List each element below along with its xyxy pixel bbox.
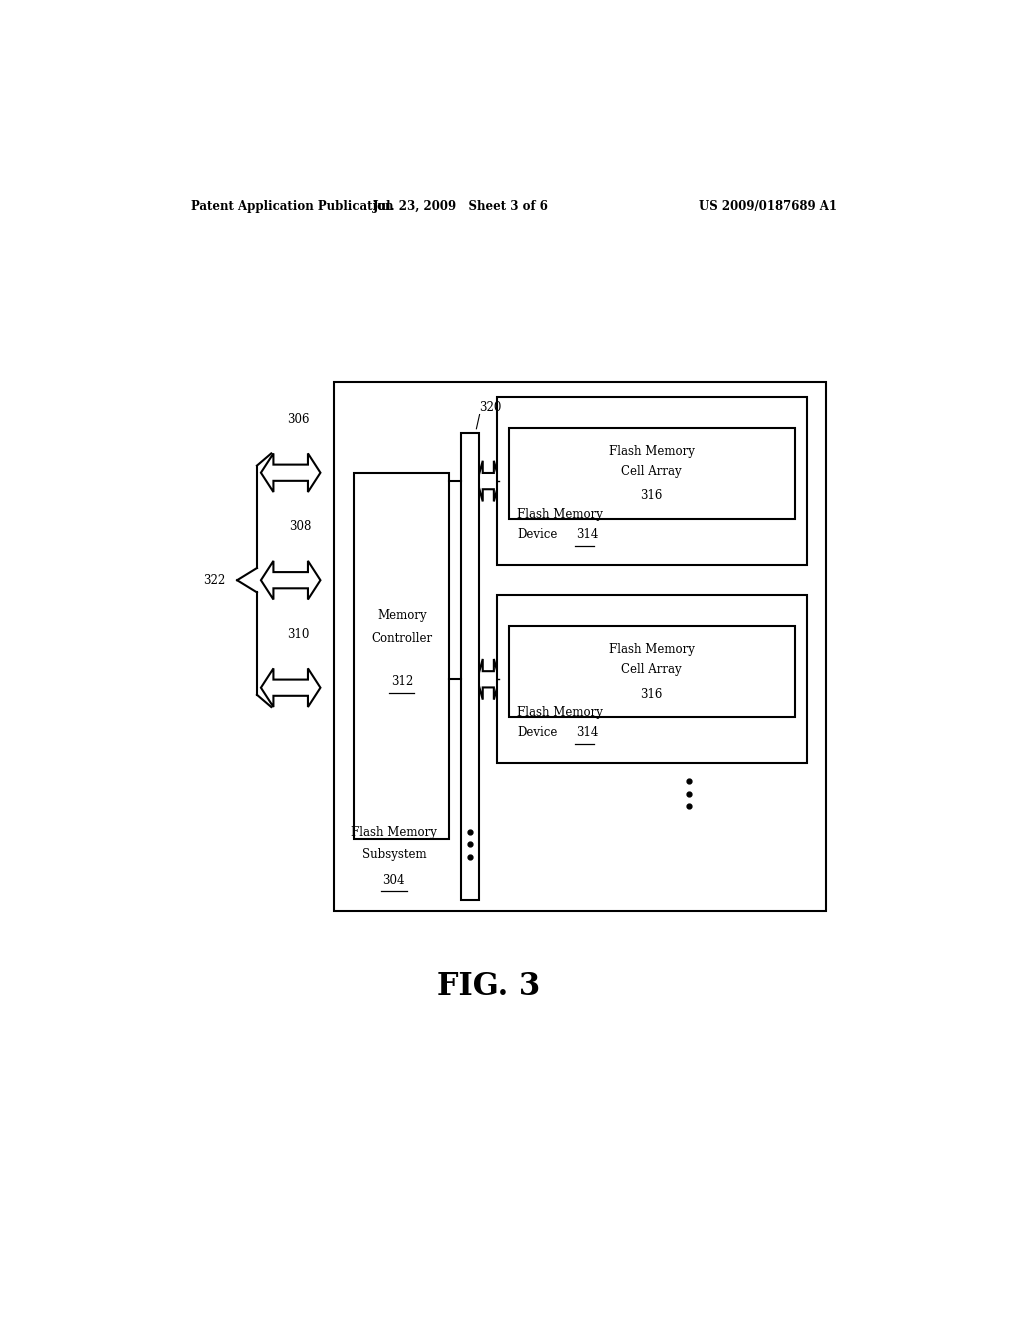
Bar bbox=[461, 433, 479, 900]
Text: 316: 316 bbox=[641, 688, 663, 701]
Bar bbox=[354, 474, 450, 840]
Bar bbox=[334, 381, 826, 911]
Text: 304: 304 bbox=[383, 874, 406, 887]
Text: Memory: Memory bbox=[377, 610, 427, 622]
Text: Flash Memory: Flash Memory bbox=[609, 445, 694, 458]
Bar bbox=[509, 428, 795, 519]
Text: Cell Array: Cell Array bbox=[622, 465, 682, 478]
Text: 312: 312 bbox=[391, 676, 413, 688]
Text: 314: 314 bbox=[577, 528, 599, 541]
Text: Cell Array: Cell Array bbox=[622, 663, 682, 676]
Text: 316: 316 bbox=[641, 490, 663, 503]
Text: US 2009/0187689 A1: US 2009/0187689 A1 bbox=[699, 199, 838, 213]
Text: 320: 320 bbox=[478, 401, 501, 414]
Text: Device: Device bbox=[517, 528, 557, 541]
Text: 322: 322 bbox=[203, 574, 225, 586]
Text: Flash Memory: Flash Memory bbox=[351, 826, 437, 838]
Text: FIG. 3: FIG. 3 bbox=[437, 972, 541, 1002]
Bar bbox=[497, 595, 807, 763]
Bar bbox=[497, 397, 807, 565]
Text: Patent Application Publication: Patent Application Publication bbox=[191, 199, 394, 213]
Text: Flash Memory: Flash Memory bbox=[609, 643, 694, 656]
Bar bbox=[509, 626, 795, 718]
Text: 310: 310 bbox=[288, 628, 310, 642]
Text: Flash Memory: Flash Memory bbox=[517, 508, 603, 520]
Text: Subsystem: Subsystem bbox=[361, 849, 426, 861]
Text: Flash Memory: Flash Memory bbox=[517, 706, 603, 719]
Text: Controller: Controller bbox=[372, 632, 432, 644]
Text: Device: Device bbox=[517, 726, 557, 739]
Text: 306: 306 bbox=[288, 413, 310, 426]
Text: 314: 314 bbox=[577, 726, 599, 739]
Text: Jul. 23, 2009   Sheet 3 of 6: Jul. 23, 2009 Sheet 3 of 6 bbox=[374, 199, 549, 213]
Text: 308: 308 bbox=[289, 520, 311, 533]
